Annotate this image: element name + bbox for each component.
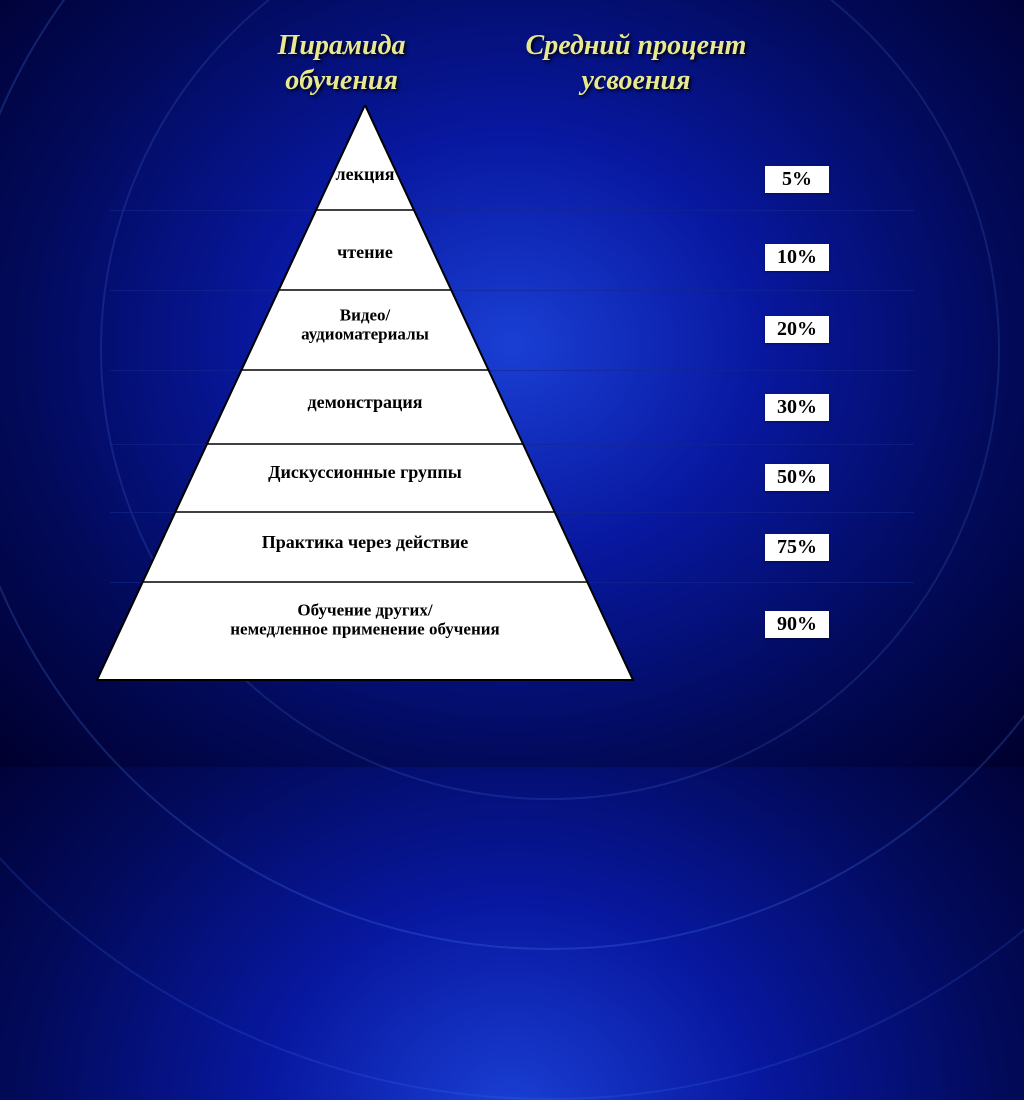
percent-value: 50% [765, 464, 829, 491]
title-row: Пирамидаобучения Средний процентусвоения [0, 28, 1024, 98]
pyramid-layer-label: аудиоматериалы [301, 325, 429, 344]
percent-value: 90% [765, 611, 829, 638]
pyramid-layer-label: Обучение других/ [297, 600, 432, 619]
title-left: Пирамидаобучения [278, 28, 406, 98]
pyramid-layer-label: лекция [336, 164, 395, 184]
pyramid-layer-label: Дискуссионные группы [268, 462, 462, 482]
pyramid-layer-label: демонстрация [307, 392, 422, 412]
pyramid-layer-label: Видео/ [340, 305, 391, 324]
percent-value: 20% [765, 316, 829, 343]
pyramid-layer-label: чтение [337, 242, 393, 262]
percent-value: 75% [765, 534, 829, 561]
percent-value: 10% [765, 244, 829, 271]
percent-value: 30% [765, 394, 829, 421]
pyramid-layer-label: немедленное применение обучения [230, 620, 499, 639]
title-right: Средний процентусвоения [526, 28, 747, 98]
pyramid-layer-label: Практика через действие [262, 532, 468, 552]
learning-pyramid: лекция чтение Видео/аудиоматериалы демонстр… [95, 105, 635, 685]
percent-value: 5% [765, 166, 829, 193]
